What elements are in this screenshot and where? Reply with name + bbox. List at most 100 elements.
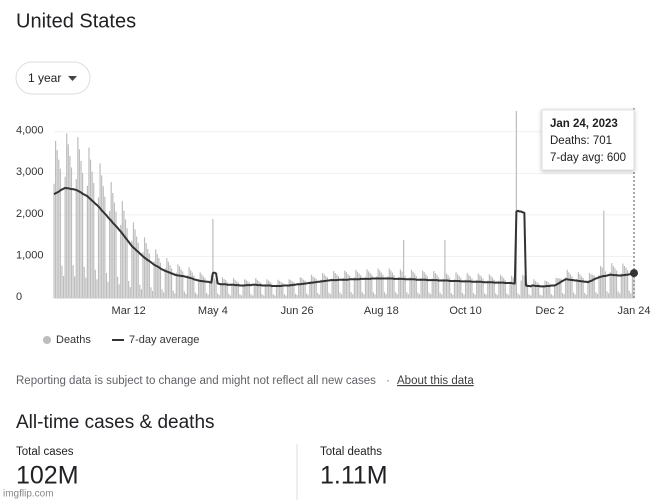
bar (487, 280, 489, 298)
dropdown-box[interactable] (15, 61, 91, 95)
bar (288, 279, 290, 298)
bar (131, 240, 133, 298)
bar (334, 273, 336, 298)
bar (484, 293, 486, 298)
bar (353, 277, 355, 298)
bar (375, 276, 378, 298)
total-label: Total deaths (320, 446, 382, 458)
bar (428, 292, 430, 298)
dropdown-label[interactable]: 1 year (28, 71, 61, 85)
bar (91, 171, 93, 298)
bar (228, 293, 230, 298)
bar (143, 237, 146, 298)
bar (170, 268, 173, 298)
bar (485, 294, 487, 298)
bar (283, 294, 286, 298)
bar (479, 275, 481, 298)
bar (172, 290, 174, 298)
bar (350, 292, 352, 298)
bar (380, 272, 382, 298)
bar (59, 168, 61, 298)
bar (274, 295, 276, 298)
bar (318, 294, 320, 298)
bar (430, 294, 432, 298)
bar (328, 292, 330, 298)
bar (550, 294, 552, 298)
about-link[interactable]: About this data (397, 375, 474, 387)
bar (185, 293, 187, 298)
bar (523, 275, 525, 298)
bar (301, 278, 303, 298)
bar (164, 268, 166, 298)
bar (134, 229, 136, 298)
range-dropdown[interactable]: 1 year (15, 61, 91, 95)
bar (80, 160, 82, 298)
bar (533, 279, 535, 298)
bar (345, 272, 347, 298)
bar (595, 292, 597, 298)
bar (333, 270, 335, 298)
bar (186, 275, 189, 298)
bar (245, 280, 247, 298)
bar (272, 294, 274, 298)
tooltip-box (541, 109, 635, 171)
bar (210, 274, 212, 298)
bar (167, 261, 170, 298)
bar (277, 279, 279, 298)
bar (140, 289, 142, 298)
bar (293, 282, 295, 298)
bar (363, 294, 365, 298)
note-separator: · (386, 375, 390, 387)
bar (74, 276, 76, 298)
bar (499, 274, 502, 298)
bar (412, 271, 414, 298)
bar (604, 271, 606, 298)
bar (606, 291, 608, 298)
bar (593, 275, 595, 298)
bar (366, 269, 368, 298)
bar (155, 249, 157, 298)
y-tick-label: 1,000 (16, 249, 44, 261)
bar (490, 275, 492, 298)
bar (501, 276, 503, 298)
bar (247, 281, 249, 298)
bar (183, 291, 185, 298)
bar (326, 277, 328, 298)
bar (237, 282, 239, 298)
bar (420, 278, 422, 298)
bar (580, 276, 583, 298)
bar (476, 280, 478, 298)
bar (356, 271, 359, 298)
y-tick-label: 0 (16, 291, 22, 303)
bar (474, 294, 476, 298)
bar (290, 280, 292, 298)
bar (528, 294, 530, 298)
bar (536, 282, 538, 298)
bar (511, 275, 513, 298)
bar (89, 159, 92, 298)
bar (217, 293, 219, 298)
dropdown-arrow[interactable] (68, 76, 77, 81)
bar (587, 280, 589, 298)
bar (190, 270, 192, 298)
bar (286, 284, 289, 298)
bar (598, 275, 600, 298)
bar (630, 293, 632, 298)
bar (169, 265, 171, 298)
bar (337, 275, 340, 298)
bar (225, 280, 227, 298)
bar (191, 272, 193, 298)
bar (431, 278, 433, 298)
bar (304, 280, 306, 298)
bar (142, 252, 144, 298)
totals-title: All-time cases & deaths (16, 412, 215, 433)
bar (70, 167, 73, 298)
bar (393, 275, 395, 298)
bar (434, 273, 436, 298)
bar (94, 269, 96, 298)
bar (174, 293, 176, 298)
bar (315, 278, 317, 298)
bar (409, 277, 411, 298)
bar (603, 210, 605, 298)
y-tick-label: 3,000 (16, 166, 44, 178)
